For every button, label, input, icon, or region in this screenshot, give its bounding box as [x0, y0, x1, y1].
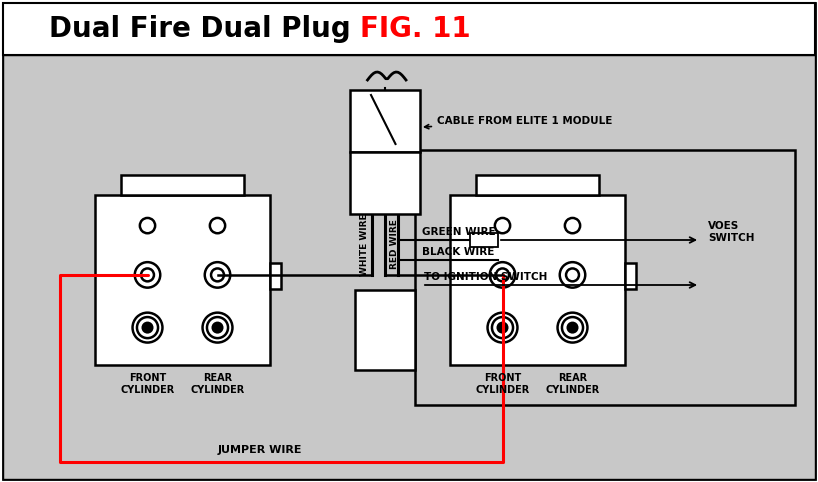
Text: CABLE FROM ELITE 1 MODULE: CABLE FROM ELITE 1 MODULE — [425, 116, 613, 129]
Circle shape — [566, 268, 579, 281]
Text: JUMPER WIRE: JUMPER WIRE — [218, 445, 302, 455]
Circle shape — [496, 268, 509, 281]
Circle shape — [495, 218, 510, 233]
Circle shape — [207, 317, 228, 338]
Circle shape — [135, 262, 160, 288]
Circle shape — [141, 268, 154, 281]
Text: FRONT
CYLINDER: FRONT CYLINDER — [475, 373, 529, 395]
Circle shape — [133, 313, 163, 343]
Circle shape — [140, 218, 155, 233]
Text: GREEN WIRE: GREEN WIRE — [422, 227, 496, 237]
Circle shape — [211, 268, 224, 281]
Text: RED WIRE: RED WIRE — [390, 219, 399, 269]
Text: Dual Fire Dual Plug: Dual Fire Dual Plug — [48, 15, 360, 43]
Text: REAR
CYLINDER: REAR CYLINDER — [546, 373, 600, 395]
Bar — [350, 152, 420, 214]
Circle shape — [204, 262, 230, 288]
Bar — [270, 263, 281, 289]
Circle shape — [137, 317, 158, 338]
Text: FRONT
CYLINDER: FRONT CYLINDER — [120, 373, 174, 395]
Text: VOES
SWITCH: VOES SWITCH — [708, 221, 754, 243]
Circle shape — [142, 323, 152, 333]
Text: REAR
CYLINDER: REAR CYLINDER — [191, 373, 245, 395]
Circle shape — [213, 323, 222, 333]
Circle shape — [568, 323, 578, 333]
Text: WHITE WIRE: WHITE WIRE — [361, 213, 370, 276]
Bar — [3, 3, 815, 55]
Circle shape — [488, 313, 518, 343]
Text: TO IGNITION SWITCH: TO IGNITION SWITCH — [424, 272, 547, 282]
Bar — [476, 174, 599, 195]
Bar — [415, 150, 795, 405]
Circle shape — [562, 317, 583, 338]
Circle shape — [497, 323, 507, 333]
Bar — [121, 174, 244, 195]
Circle shape — [203, 313, 232, 343]
Circle shape — [565, 218, 580, 233]
Text: FIG. 11: FIG. 11 — [360, 15, 470, 43]
Bar — [355, 290, 415, 370]
Circle shape — [210, 218, 225, 233]
Bar — [3, 55, 815, 479]
Text: BLACK WIRE: BLACK WIRE — [422, 247, 494, 257]
Bar — [350, 90, 420, 152]
Circle shape — [490, 262, 515, 288]
Bar — [470, 233, 498, 247]
Bar — [450, 195, 625, 365]
Circle shape — [492, 317, 513, 338]
Circle shape — [558, 313, 587, 343]
Bar — [625, 263, 636, 289]
Circle shape — [560, 262, 585, 288]
Bar — [95, 195, 270, 365]
